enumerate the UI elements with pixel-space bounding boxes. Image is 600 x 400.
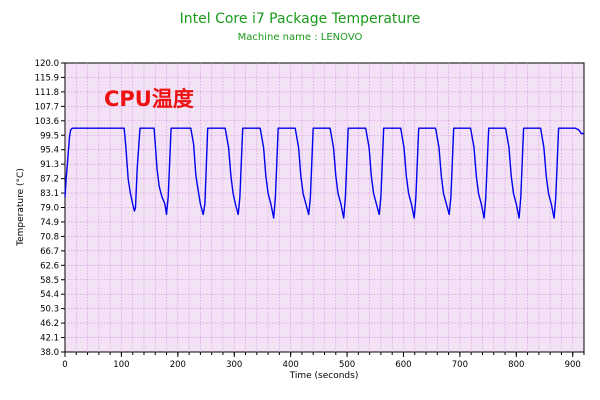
tick-marks — [61, 62, 585, 357]
y-tick-label: 58.5 — [40, 276, 59, 286]
series-line-package-temperature — [64, 127, 584, 219]
grid-lines — [65, 63, 584, 352]
y-tick-label: 99.5 — [40, 131, 59, 141]
chart-subtitle: Machine name : LENOVO — [238, 32, 363, 43]
y-tick-label: 54.4 — [40, 290, 59, 300]
y-tick-label: 50.3 — [40, 305, 59, 315]
y-tick-label: 38.0 — [40, 348, 59, 358]
y-tick-label: 46.2 — [40, 319, 59, 329]
y-tick-label: 95.4 — [40, 146, 59, 156]
x-tick-labels: 0 100 200 300 400 500 600 700 800 900 — [62, 360, 581, 370]
y-tick-label: 115.9 — [35, 73, 59, 83]
y-tick-label: 79.0 — [40, 204, 59, 214]
x-tick-label: 300 — [226, 360, 242, 370]
x-tick-label: 100 — [113, 360, 129, 370]
chart-annotation: CPU温度 — [104, 87, 194, 111]
x-tick-label: 900 — [565, 360, 581, 370]
x-tick-label: 0 — [62, 360, 67, 370]
y-tick-label: 66.7 — [40, 247, 59, 257]
y-tick-label: 42.1 — [40, 334, 59, 344]
x-tick-label: 700 — [452, 360, 468, 370]
x-axis-label: Time (seconds) — [289, 371, 359, 381]
y-tick-label: 111.8 — [35, 88, 59, 98]
y-tick-label: 120.0 — [35, 59, 59, 69]
x-tick-label: 600 — [395, 360, 411, 370]
y-tick-label: 70.8 — [40, 232, 59, 242]
x-tick-label: 200 — [170, 360, 186, 370]
y-axis-label: Temperature (°C) — [16, 168, 26, 247]
y-tick-labels: 120.0 115.9 111.8 107.7 103.6 99.5 95.4 91.3 87.… — [35, 59, 59, 358]
y-tick-label: 62.6 — [40, 261, 59, 271]
y-tick-label: 91.3 — [40, 160, 59, 170]
y-tick-label: 83.1 — [40, 189, 59, 199]
x-tick-label: 500 — [339, 360, 355, 370]
y-tick-label: 103.6 — [35, 117, 59, 127]
x-tick-label: 400 — [283, 360, 299, 370]
chart-title: Intel Core i7 Package Temperature — [180, 11, 421, 27]
y-tick-label: 74.9 — [40, 218, 59, 228]
y-tick-label: 107.7 — [35, 102, 59, 112]
y-tick-label: 87.2 — [40, 175, 59, 185]
x-tick-label: 800 — [508, 360, 524, 370]
